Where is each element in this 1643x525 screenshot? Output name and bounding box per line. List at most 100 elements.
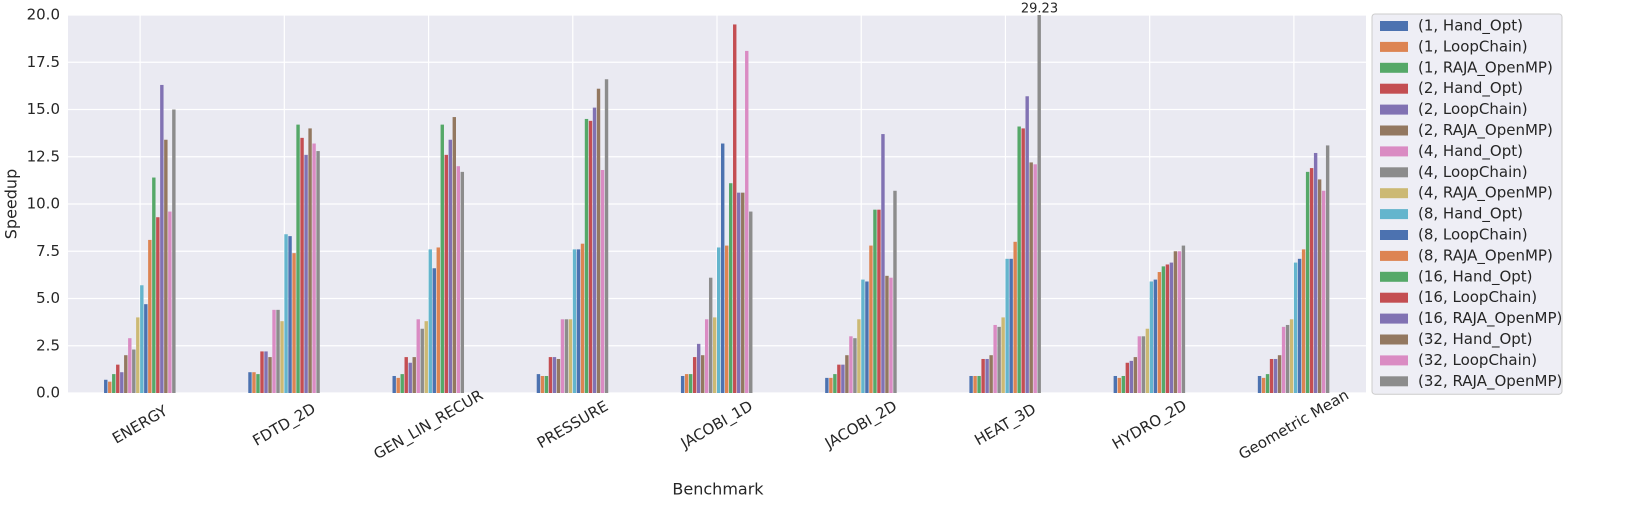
bar [889,277,893,393]
bar [881,134,885,393]
bar [733,24,737,393]
bar [404,357,408,393]
legend-label: (8, RAJA_OpenMP) [1418,246,1553,265]
legend-swatch [1380,104,1408,115]
bar [132,349,136,393]
bar [116,364,120,393]
bar [737,192,741,393]
bar [152,177,156,393]
x-tick-label: JACOBI_2D [821,397,900,454]
bar [1133,357,1138,393]
bar [1005,258,1009,393]
bar [460,171,465,393]
bar [108,381,112,393]
legend-label: (16, Hand_Opt) [1418,267,1533,286]
bar [684,374,689,393]
bar [1001,317,1005,393]
bar [564,319,569,393]
legend-swatch [1380,209,1408,220]
y-tick-label: 0.0 [36,384,60,402]
bar [1269,358,1274,393]
bar [604,79,609,393]
legend-label: (4, LoopChain) [1418,163,1528,181]
bar [1025,96,1029,393]
bar [989,355,993,393]
y-tick-label: 15.0 [27,100,60,118]
bar [1289,319,1294,393]
bar [436,247,440,393]
bar [120,372,124,393]
bar [568,319,573,393]
bar [1113,375,1118,393]
bar [248,372,252,393]
bar [104,379,108,393]
legend-swatch [1380,334,1408,345]
bar [873,209,877,393]
bar [256,374,260,393]
bar [596,88,601,393]
bar [1161,266,1166,393]
bar [1301,249,1306,393]
bar [877,209,881,393]
bar [432,268,436,393]
bar [1273,358,1278,393]
bar [680,375,685,393]
y-tick-label: 12.5 [27,147,60,165]
bar [1257,375,1262,393]
x-tick-label: PRESSURE [534,397,611,452]
bar [1033,164,1037,393]
bar [428,249,432,393]
bar [1165,264,1170,393]
bar [1117,377,1122,393]
bar [168,211,172,393]
bar [544,375,549,393]
legend-label: (2, Hand_Opt) [1418,79,1523,98]
bar [1013,241,1017,393]
legend-swatch [1380,355,1408,366]
bar [825,377,829,393]
bar [272,309,276,393]
bar [260,351,264,393]
bar [556,358,561,393]
bar [588,120,593,393]
bar [296,124,300,393]
x-tick-label: GEN_LIN_RECUR [370,386,486,464]
bar [1277,355,1282,393]
legend-label: (4, RAJA_OpenMP) [1418,184,1553,203]
bar [1285,324,1290,393]
bar [1017,126,1021,393]
bar [408,362,412,393]
y-tick-label: 5.0 [36,289,60,307]
bar [552,357,557,393]
bar [172,109,176,393]
bar [893,190,897,393]
legend-box [1371,13,1563,395]
bar [288,236,292,393]
bar [1177,251,1182,393]
bar [112,374,116,393]
bar [1169,262,1174,393]
y-axis-label: Speedup [2,169,21,239]
bar [448,139,452,393]
bar [985,358,989,393]
bar [1021,128,1025,393]
bar [1121,375,1126,393]
legend-swatch [1380,250,1408,261]
legend-swatch [1380,292,1408,303]
legend-label: (32, RAJA_OpenMP) [1418,372,1562,391]
bar [885,275,889,393]
bar [600,169,605,393]
bar [1317,179,1322,393]
y-tick-label: 10.0 [27,195,60,213]
legend-label: (16, RAJA_OpenMP) [1418,309,1562,328]
y-tick-label: 7.5 [36,242,60,260]
bar [300,137,304,393]
bar [749,211,753,393]
bar [1145,328,1150,393]
x-tick-label: ENERGY [109,401,171,447]
bar [548,357,553,393]
legend-swatch [1380,167,1408,178]
bar [164,139,168,393]
bar [973,375,977,393]
